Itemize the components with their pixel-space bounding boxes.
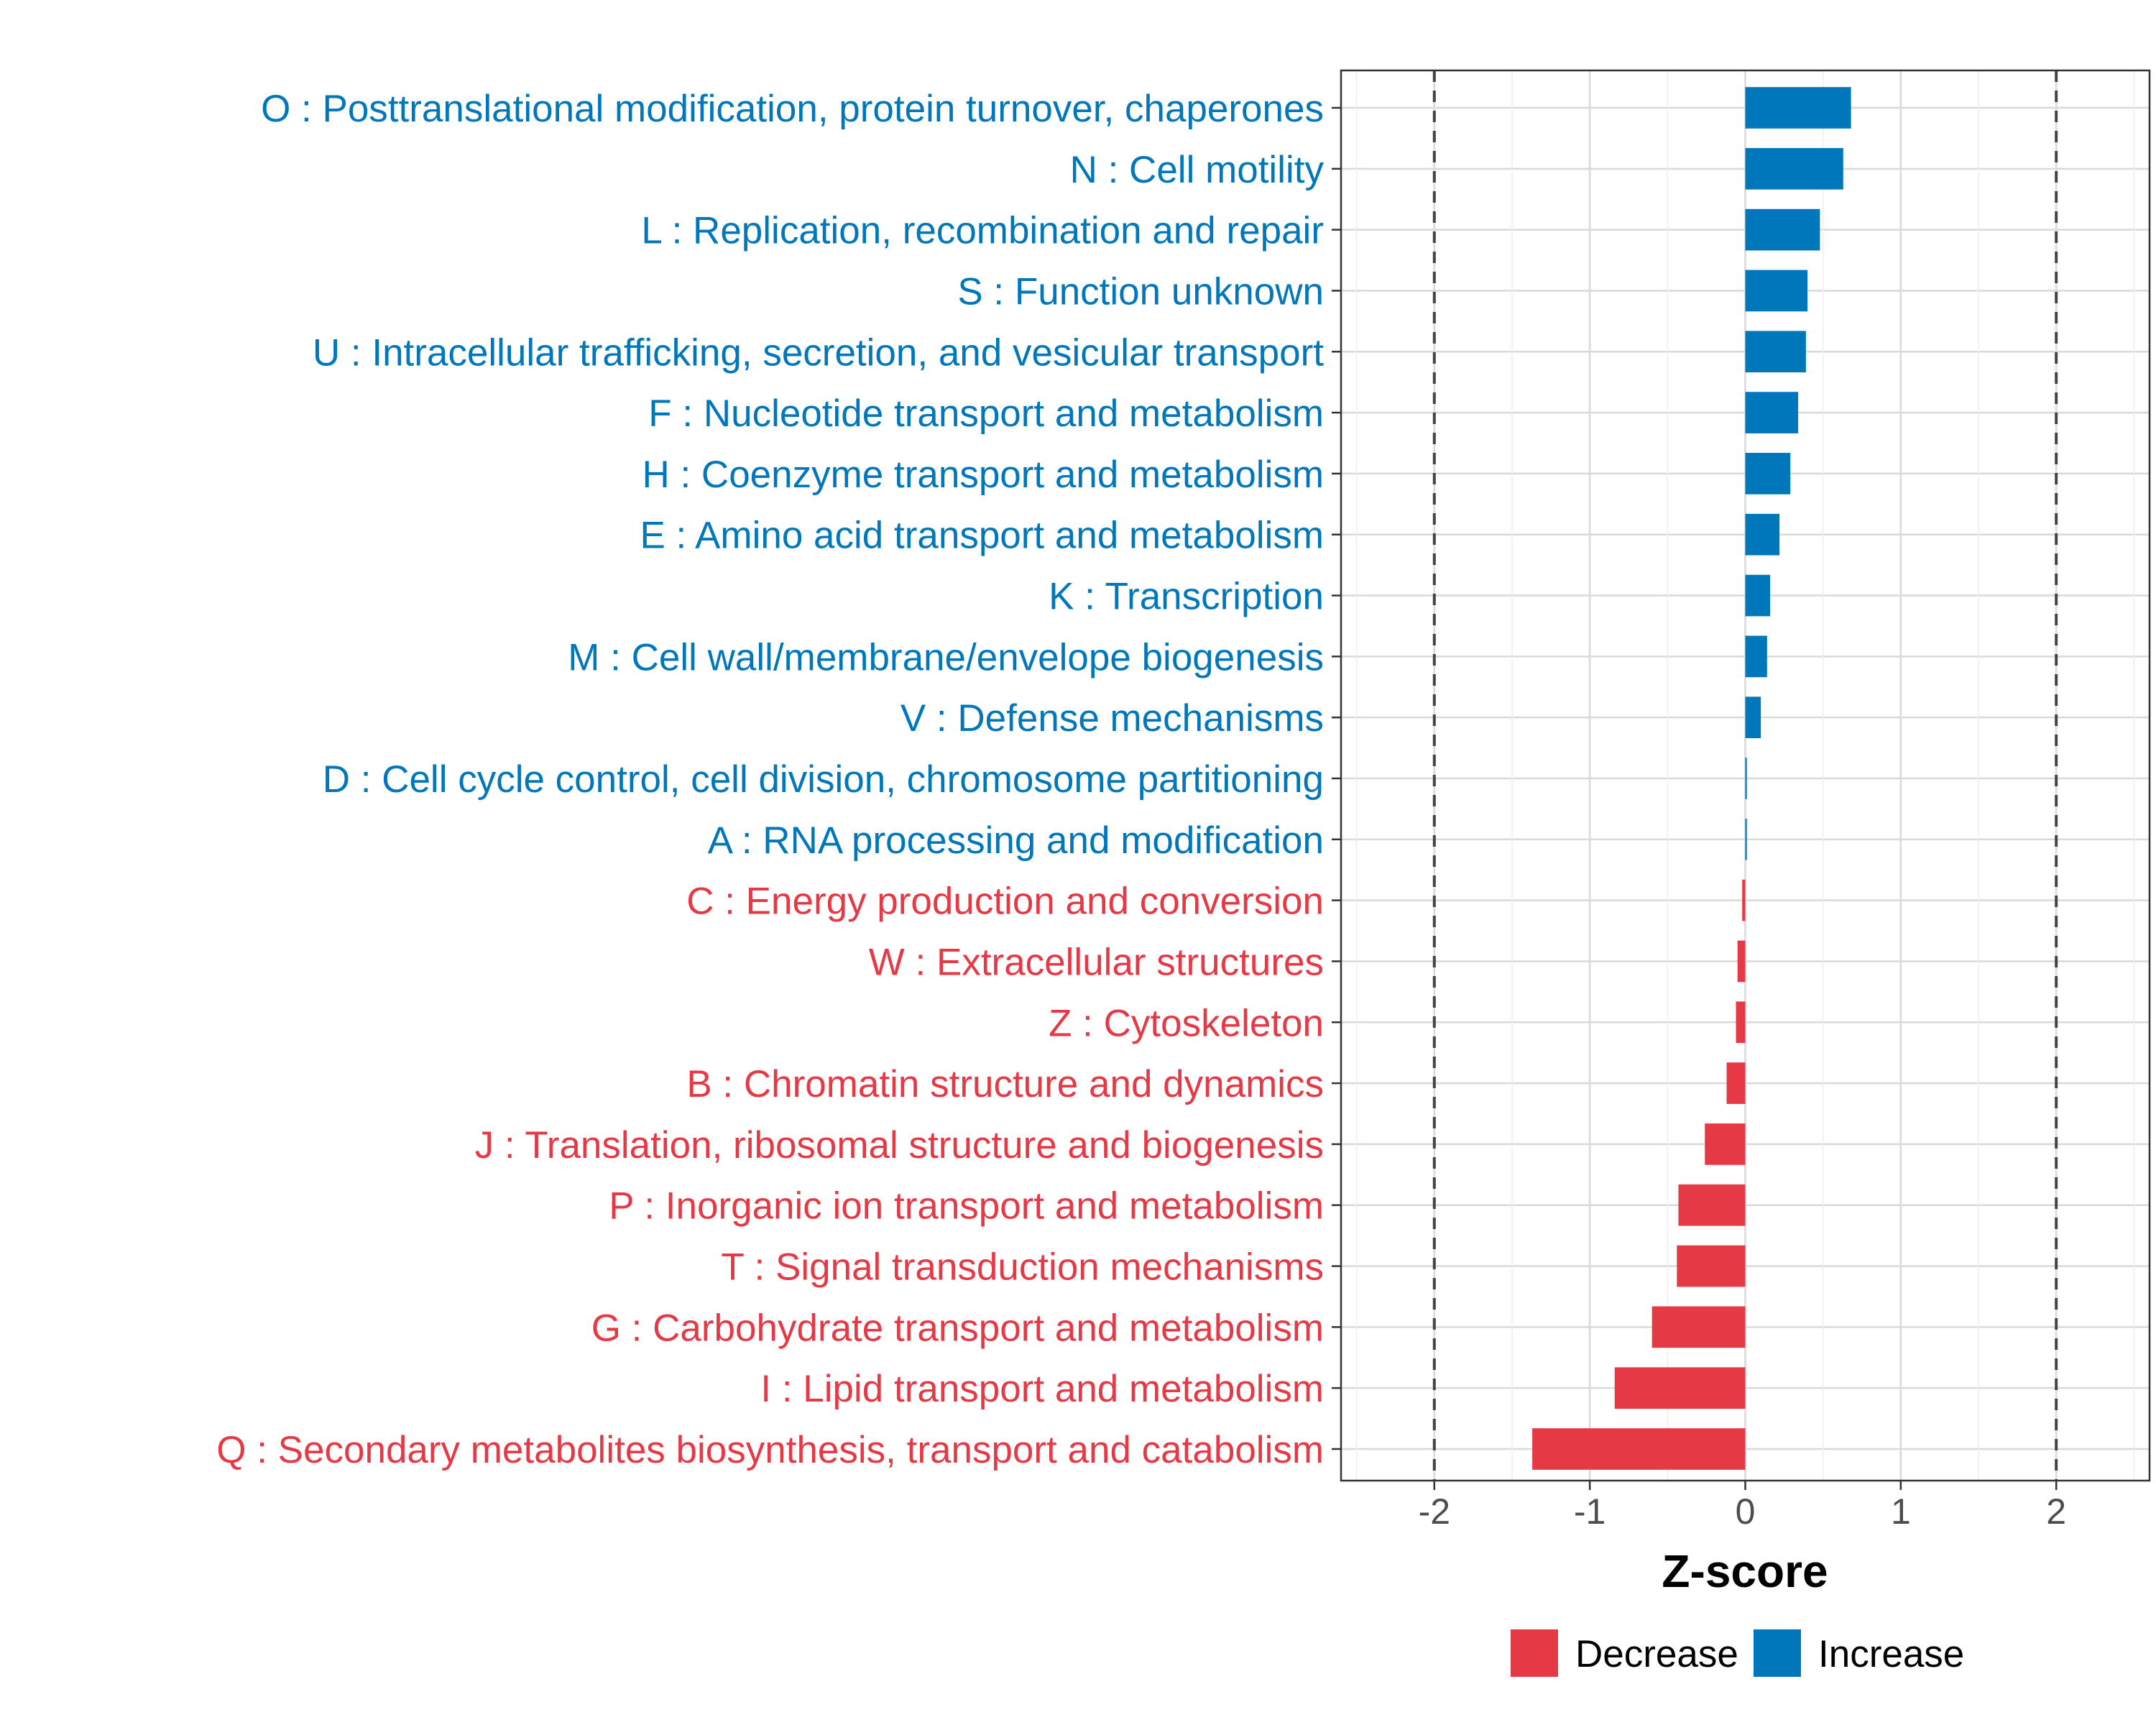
category-label: G : Carbohydrate transport and metabolis… <box>591 1307 1324 1349</box>
reference-lines <box>1432 70 2058 1481</box>
x-tick-label: -2 <box>1419 1491 1450 1532</box>
bar <box>1736 1001 1746 1044</box>
category-label: B : Chromatin structure and dynamics <box>686 1063 1324 1105</box>
category-label: P : Inorganic ion transport and metaboli… <box>609 1185 1324 1228</box>
bar <box>1651 1306 1746 1348</box>
category-label: Z : Cytoskeleton <box>1049 1002 1324 1044</box>
x-axis-ticks: -2 -1 0 1 2 <box>1419 1481 2066 1532</box>
category-label: E : Amino acid transport and metabolism <box>640 515 1324 557</box>
category-label: J : Translation, ribosomal structure and… <box>475 1124 1324 1167</box>
bar <box>1745 331 1806 373</box>
bar <box>1745 270 1808 312</box>
category-label: V : Defense mechanisms <box>900 697 1324 740</box>
bar <box>1614 1367 1746 1409</box>
category-label: H : Coenzyme transport and metabolism <box>642 454 1324 496</box>
category-label: K : Transcription <box>1049 576 1324 618</box>
category-label: T : Signal transduction mechanisms <box>721 1246 1324 1289</box>
bar <box>1678 1184 1746 1226</box>
bar <box>1745 147 1843 190</box>
bar-layer <box>1532 87 1851 1470</box>
bar <box>1726 1062 1746 1104</box>
category-label: M : Cell wall/membrane/envelope biogenes… <box>568 636 1324 678</box>
category-label: N : Cell motility <box>1070 149 1325 191</box>
bar <box>1745 696 1761 739</box>
category-label: L : Replication, recombination and repai… <box>641 210 1324 252</box>
bar <box>1745 758 1747 799</box>
legend-key-decrease <box>1511 1629 1558 1677</box>
bar <box>1745 453 1791 494</box>
category-label: S : Function unknown <box>957 270 1324 313</box>
bar <box>1745 392 1799 433</box>
bar <box>1677 1245 1746 1287</box>
bar <box>1745 87 1851 129</box>
x-tick-label: 1 <box>1891 1491 1911 1532</box>
legend-key-increase <box>1754 1629 1801 1677</box>
bar <box>1745 635 1767 678</box>
category-label: O : Posttranslational modification, prot… <box>261 88 1324 130</box>
legend-label-increase: Increase <box>1818 1633 1964 1675</box>
bar <box>1737 940 1746 983</box>
bar <box>1532 1428 1746 1470</box>
category-labels: O : Posttranslational modification, prot… <box>216 88 1324 1471</box>
bar <box>1705 1123 1746 1165</box>
category-label: W : Extracellular structures <box>869 941 1324 983</box>
bar <box>1745 574 1771 617</box>
bar <box>1745 513 1780 556</box>
category-label: D : Cell cycle control, cell division, c… <box>323 758 1324 801</box>
bar <box>1745 208 1820 251</box>
category-label: U : Intracellular trafficking, secretion… <box>313 331 1324 374</box>
x-tick-label: 2 <box>2046 1491 2066 1532</box>
bar <box>1745 818 1747 860</box>
legend-label-decrease: Decrease <box>1575 1633 1738 1675</box>
category-label: A : RNA processing and modification <box>708 819 1324 862</box>
category-label: F : Nucleotide transport and metabolism <box>648 392 1324 435</box>
category-label: Q : Secondary metabolites biosynthesis, … <box>216 1429 1324 1471</box>
legend: Decrease Increase <box>1511 1629 1964 1677</box>
x-tick-label: -1 <box>1574 1491 1606 1532</box>
category-label: C : Energy production and conversion <box>686 880 1324 923</box>
y-axis-ticks <box>1332 106 1341 1450</box>
x-axis-title: Z-score <box>1662 1545 1828 1597</box>
x-tick-label: 0 <box>1736 1491 1756 1532</box>
bar <box>1742 879 1746 921</box>
category-label: I : Lipid transport and metabolism <box>760 1368 1324 1410</box>
